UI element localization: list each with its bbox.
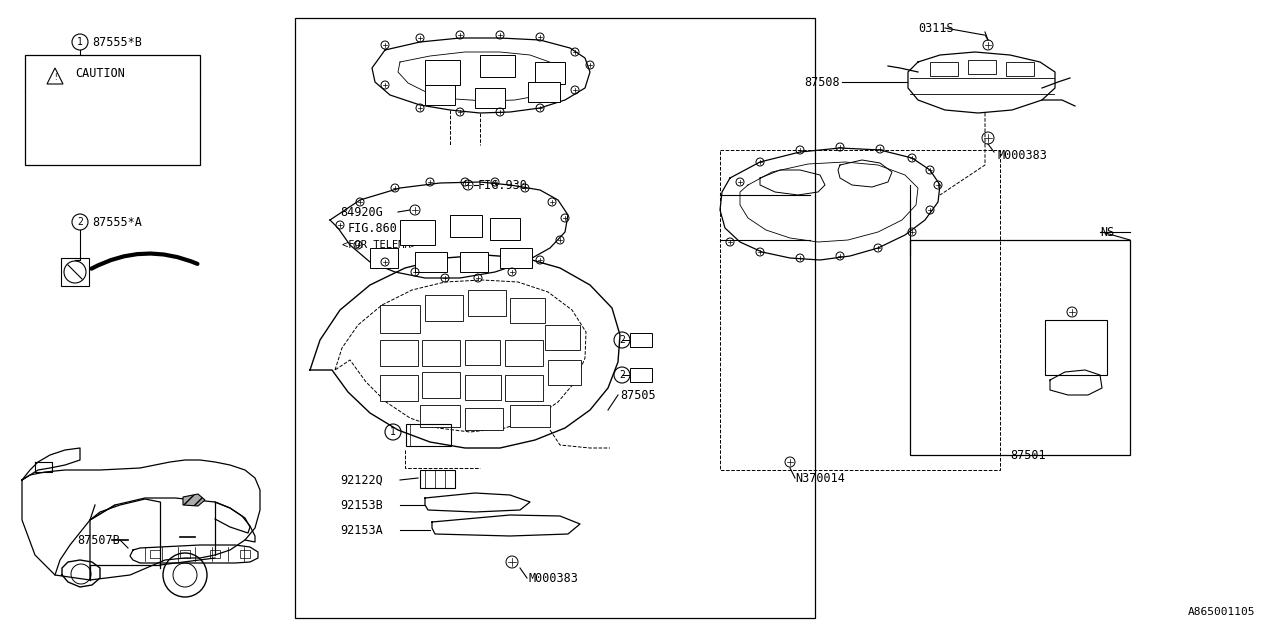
Text: N370014: N370014 bbox=[795, 472, 845, 484]
Bar bbox=[506, 375, 543, 401]
Text: !: ! bbox=[52, 72, 58, 81]
Bar bbox=[180, 550, 189, 558]
Bar bbox=[150, 550, 160, 558]
Bar bbox=[630, 368, 652, 382]
Bar bbox=[475, 88, 506, 108]
Bar bbox=[406, 424, 451, 446]
Bar bbox=[968, 60, 996, 74]
Text: 0311S: 0311S bbox=[918, 22, 954, 35]
Bar bbox=[294, 18, 815, 618]
Bar bbox=[535, 62, 564, 84]
Text: 87555*B: 87555*B bbox=[92, 35, 142, 49]
Bar bbox=[509, 298, 545, 323]
Text: NS: NS bbox=[1100, 225, 1115, 239]
Bar bbox=[210, 550, 220, 558]
Bar bbox=[415, 252, 447, 272]
Bar bbox=[480, 55, 515, 77]
Text: 2: 2 bbox=[77, 217, 83, 227]
Bar bbox=[460, 252, 488, 272]
Text: 92122Q: 92122Q bbox=[340, 474, 383, 486]
Bar bbox=[506, 340, 543, 366]
Text: 87508: 87508 bbox=[804, 76, 840, 88]
Bar bbox=[509, 405, 550, 427]
Bar bbox=[490, 218, 520, 240]
Bar bbox=[721, 150, 1000, 470]
Text: 87507B: 87507B bbox=[77, 534, 120, 547]
Text: FIG.930: FIG.930 bbox=[477, 179, 527, 191]
Bar bbox=[465, 408, 503, 430]
Text: CAUTION: CAUTION bbox=[76, 67, 125, 79]
Bar bbox=[529, 82, 561, 102]
Bar bbox=[545, 325, 580, 350]
Bar bbox=[425, 60, 460, 85]
Bar bbox=[422, 372, 460, 398]
Bar bbox=[548, 360, 581, 385]
Text: 87501: 87501 bbox=[1010, 449, 1046, 461]
Text: 87505: 87505 bbox=[620, 388, 655, 401]
Text: 2: 2 bbox=[620, 370, 625, 380]
Text: M000383: M000383 bbox=[529, 572, 577, 584]
Bar bbox=[465, 340, 500, 365]
Text: 2: 2 bbox=[620, 335, 625, 345]
Text: 92153A: 92153A bbox=[340, 524, 383, 536]
Bar bbox=[630, 333, 652, 347]
Bar bbox=[451, 215, 483, 237]
Bar bbox=[1044, 320, 1107, 375]
Bar bbox=[26, 55, 200, 165]
Text: M000383: M000383 bbox=[997, 148, 1047, 161]
Text: 87555*A: 87555*A bbox=[92, 216, 142, 228]
Bar bbox=[500, 248, 532, 268]
Bar bbox=[468, 290, 506, 316]
Bar bbox=[420, 405, 460, 427]
Bar bbox=[380, 375, 419, 401]
Text: A865001105: A865001105 bbox=[1188, 607, 1254, 617]
Bar bbox=[910, 240, 1130, 455]
Bar bbox=[931, 62, 957, 76]
Bar bbox=[422, 340, 460, 366]
Bar bbox=[1006, 62, 1034, 76]
Bar bbox=[401, 220, 435, 245]
Text: FIG.860: FIG.860 bbox=[348, 221, 398, 234]
Text: 92153B: 92153B bbox=[340, 499, 383, 511]
Bar bbox=[425, 85, 454, 105]
Polygon shape bbox=[183, 494, 205, 506]
Bar bbox=[380, 305, 420, 333]
Text: <FOR TELEMA>: <FOR TELEMA> bbox=[342, 240, 417, 250]
Bar bbox=[425, 295, 463, 321]
Text: 1: 1 bbox=[77, 37, 83, 47]
Bar bbox=[380, 340, 419, 366]
Bar bbox=[61, 258, 90, 286]
Bar bbox=[420, 470, 454, 488]
Bar bbox=[370, 248, 398, 268]
Text: 1: 1 bbox=[390, 427, 396, 437]
Bar bbox=[465, 375, 500, 400]
Bar bbox=[241, 550, 250, 558]
Text: 84920G: 84920G bbox=[340, 205, 383, 218]
